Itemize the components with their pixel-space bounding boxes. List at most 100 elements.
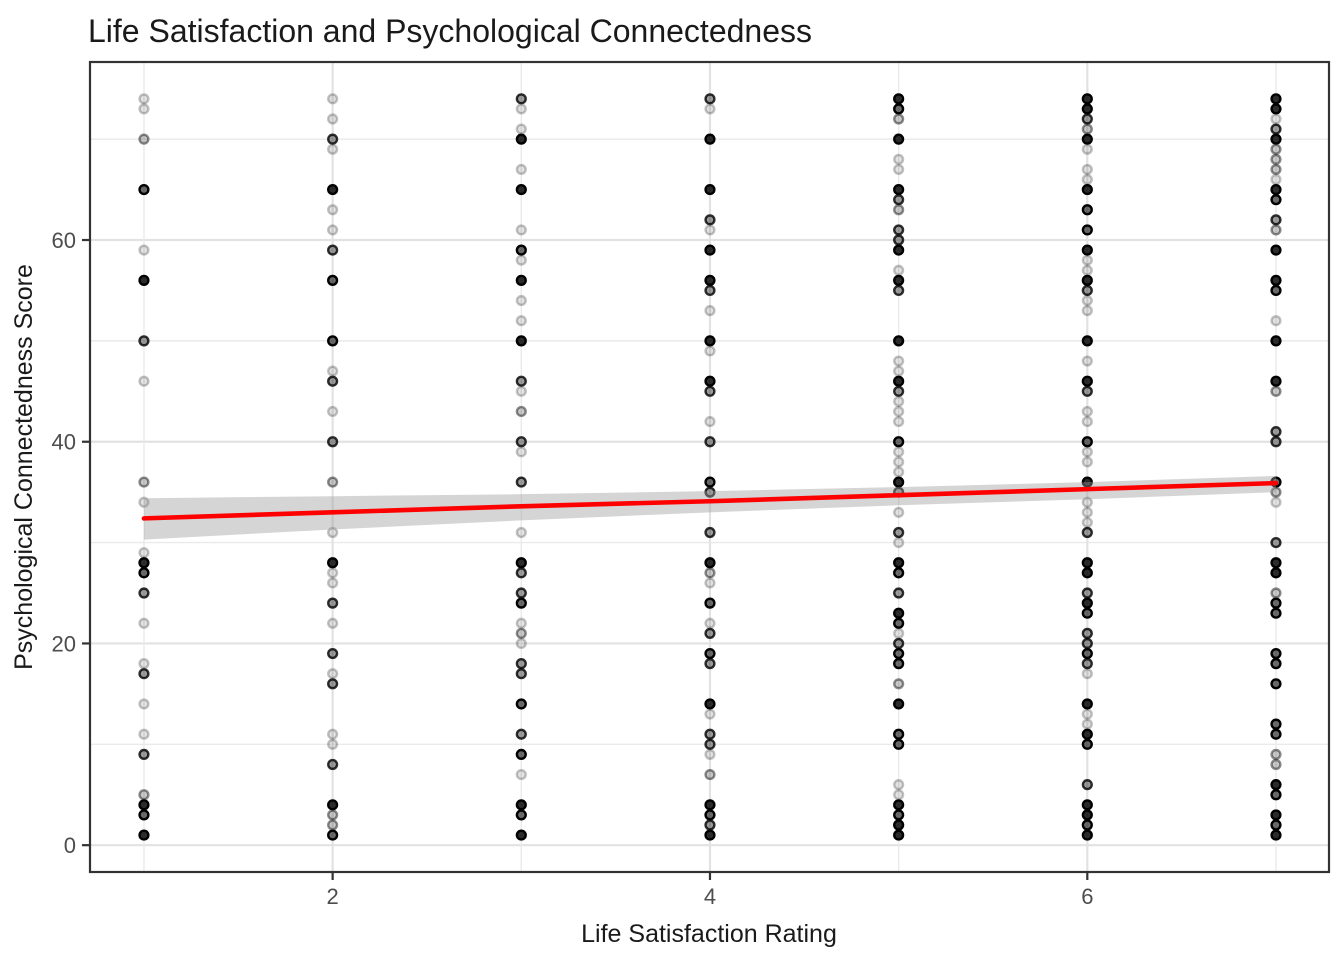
data-point [515, 163, 527, 176]
data-point [704, 567, 716, 579]
data-point [893, 375, 905, 387]
data-point [138, 557, 150, 569]
data-point [1270, 103, 1282, 115]
data-point [1270, 607, 1282, 619]
data-point [704, 214, 716, 226]
data-point [1081, 183, 1093, 196]
data-point [704, 829, 716, 841]
data-point [1081, 587, 1093, 599]
data-point [515, 385, 527, 397]
data-point [704, 809, 716, 821]
data-point [1081, 607, 1093, 619]
data-point [1081, 355, 1093, 367]
data-point [327, 647, 339, 660]
data-point [1081, 728, 1093, 740]
data-point [138, 335, 150, 347]
data-point [1081, 647, 1093, 660]
data-point [138, 698, 150, 710]
data-point [893, 728, 905, 740]
y-tick-label: 40 [52, 430, 76, 455]
data-point [138, 476, 150, 488]
data-point [138, 547, 150, 559]
data-point [327, 526, 339, 539]
data-point [893, 224, 905, 236]
data-point [1081, 254, 1093, 266]
data-point [893, 355, 905, 367]
data-point [893, 647, 905, 660]
regression-line [141, 480, 1279, 521]
y-tick-label: 20 [52, 631, 76, 656]
data-point [893, 113, 905, 125]
data-point [327, 335, 339, 347]
data-point [893, 446, 905, 458]
data-point [1081, 405, 1093, 418]
data-point [704, 486, 716, 498]
data-point [1081, 93, 1093, 105]
data-point [1270, 143, 1282, 155]
data-point [1270, 385, 1282, 397]
data-point [1270, 284, 1282, 297]
data-point [893, 183, 905, 196]
data-point [893, 476, 905, 488]
x-axis-title: Life Satisfaction Rating [581, 920, 837, 948]
data-point [893, 536, 905, 549]
data-point [327, 375, 339, 387]
data-point [893, 365, 905, 377]
data-point [515, 526, 527, 539]
data-point [893, 466, 905, 478]
data-point [138, 375, 150, 387]
data-point [1081, 294, 1093, 307]
data-point [138, 617, 150, 629]
data-point [327, 758, 339, 771]
data-point [327, 244, 339, 256]
data-point [515, 748, 527, 760]
data-point [1081, 244, 1093, 256]
data-point [893, 819, 905, 831]
data-point [515, 436, 527, 448]
data-point [704, 557, 716, 569]
data-point [327, 365, 339, 377]
data-point [138, 658, 150, 670]
data-point [138, 93, 150, 105]
data-point [704, 708, 716, 720]
data-point [1081, 799, 1093, 811]
data-point [327, 405, 339, 418]
data-point [138, 799, 150, 811]
data-point [138, 133, 150, 145]
data-point [1270, 163, 1282, 176]
data-point [515, 183, 527, 196]
data-point [327, 728, 339, 740]
data-point [704, 93, 716, 105]
y-tick-label: 60 [52, 228, 76, 253]
data-point [704, 224, 716, 236]
data-point [1270, 728, 1282, 740]
axis-ticks [82, 238, 1089, 880]
data-point [1270, 678, 1282, 690]
data-point [515, 658, 527, 670]
data-point [893, 637, 905, 650]
data-point [704, 385, 716, 397]
data-point [515, 597, 527, 609]
data-point [327, 738, 339, 750]
data-point [1270, 819, 1282, 831]
data-point [1081, 173, 1093, 186]
data-point [1270, 587, 1282, 599]
data-point [1081, 627, 1093, 639]
data-point [1081, 809, 1093, 821]
data-point [893, 264, 905, 276]
data-point [1081, 204, 1093, 216]
data-point [1081, 708, 1093, 720]
data-point [704, 658, 716, 670]
data-point [327, 224, 339, 236]
data-point [515, 375, 527, 387]
data-point [893, 415, 905, 428]
data-point [327, 809, 339, 821]
data-point [515, 668, 527, 680]
data-point [327, 577, 339, 589]
data-point [138, 587, 150, 599]
data-point [1081, 385, 1093, 397]
data-point [893, 658, 905, 670]
data-point [327, 567, 339, 579]
data-point [1270, 214, 1282, 226]
data-point [1081, 698, 1093, 710]
